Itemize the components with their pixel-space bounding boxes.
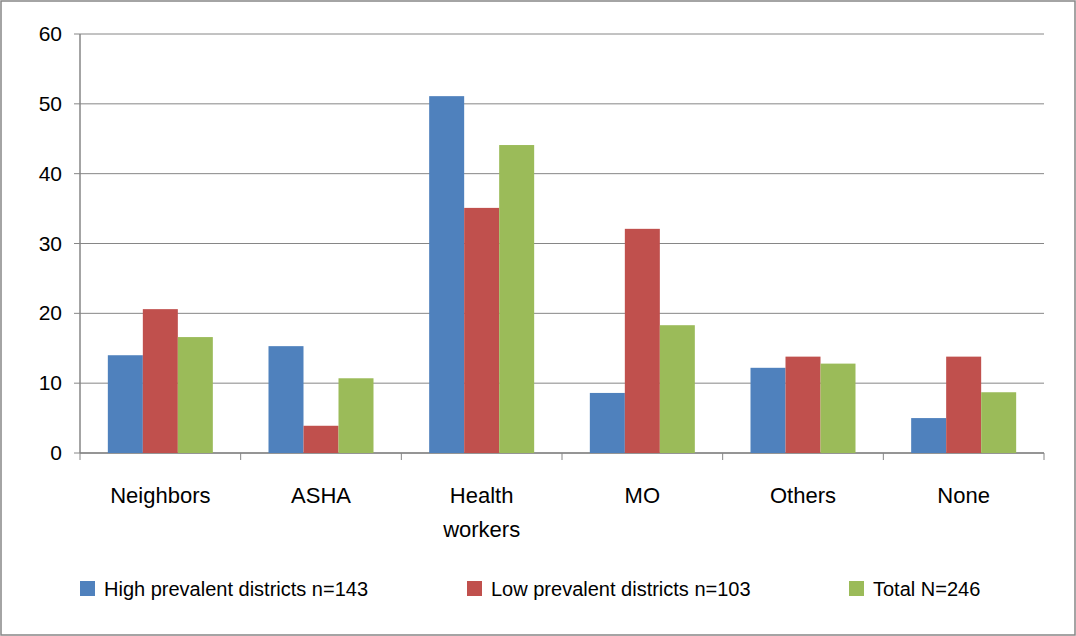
legend-swatch xyxy=(80,581,95,596)
category-label-line: MO xyxy=(625,483,660,508)
category-label: Health workers xyxy=(442,483,520,542)
bar xyxy=(143,309,178,453)
bar xyxy=(339,378,374,453)
bar xyxy=(821,364,856,453)
x-tick xyxy=(883,453,884,460)
bars xyxy=(108,96,1016,453)
bar xyxy=(499,145,534,453)
bar xyxy=(946,357,981,453)
x-tick xyxy=(722,453,723,460)
chart: 0 10 20 30 40 50 60 Neighbors ASHA Health workers M… xyxy=(0,0,1076,636)
bar xyxy=(786,357,821,453)
legend-label: High prevalent districts n=143 xyxy=(104,578,368,600)
tick-mark xyxy=(74,313,80,314)
bar xyxy=(625,229,660,453)
x-tick xyxy=(401,453,402,460)
x-tick xyxy=(240,453,241,460)
legend-label: Low prevalent districts n=103 xyxy=(491,578,751,600)
bar xyxy=(108,355,143,453)
tick-label: 20 xyxy=(39,301,62,324)
category-label: ASHA xyxy=(291,483,351,508)
y-axis xyxy=(79,34,81,453)
grid-line xyxy=(80,34,1044,35)
x-tick xyxy=(80,453,81,460)
grid-line xyxy=(80,243,1044,244)
bar xyxy=(911,418,946,453)
category-label: Neighbors xyxy=(110,483,210,508)
tick-label: 0 xyxy=(50,441,62,464)
bar xyxy=(590,393,625,453)
tick-label: 50 xyxy=(39,92,62,115)
bar xyxy=(751,368,786,453)
tick-mark xyxy=(74,103,80,104)
grid-line xyxy=(80,103,1044,104)
bar xyxy=(304,426,339,453)
x-tick xyxy=(1044,453,1045,460)
tick-label: 30 xyxy=(39,232,62,255)
tick-mark xyxy=(74,173,80,174)
tick-label: 40 xyxy=(39,162,62,185)
tick-label: 60 xyxy=(39,22,62,45)
grid-line xyxy=(80,173,1044,174)
tick-label: 10 xyxy=(39,371,62,394)
grid-line xyxy=(80,383,1044,384)
category-label: MO xyxy=(625,483,660,508)
tick-mark xyxy=(74,453,80,454)
bar xyxy=(660,325,695,453)
category-label-line: Others xyxy=(770,483,836,508)
category-label-line: ASHA xyxy=(291,483,351,508)
bar xyxy=(429,96,464,453)
category-label: None xyxy=(937,483,990,508)
bar xyxy=(178,337,213,453)
bar xyxy=(269,346,304,453)
grid-line xyxy=(80,313,1044,314)
legend-swatch xyxy=(467,581,482,596)
tick-mark xyxy=(74,34,80,35)
bar xyxy=(981,392,1016,453)
tick-mark xyxy=(74,383,80,384)
bar xyxy=(464,208,499,453)
category-label-line: None xyxy=(937,483,990,508)
frame xyxy=(1,1,1075,635)
category-label-line: Health xyxy=(450,483,514,508)
category-label-line: Neighbors xyxy=(110,483,210,508)
x-tick xyxy=(562,453,563,460)
tick-mark xyxy=(74,243,80,244)
legend-label: Total N=246 xyxy=(873,578,980,600)
category-label-line: workers xyxy=(442,517,520,542)
legend-swatch xyxy=(849,581,864,596)
category-label: Others xyxy=(770,483,836,508)
